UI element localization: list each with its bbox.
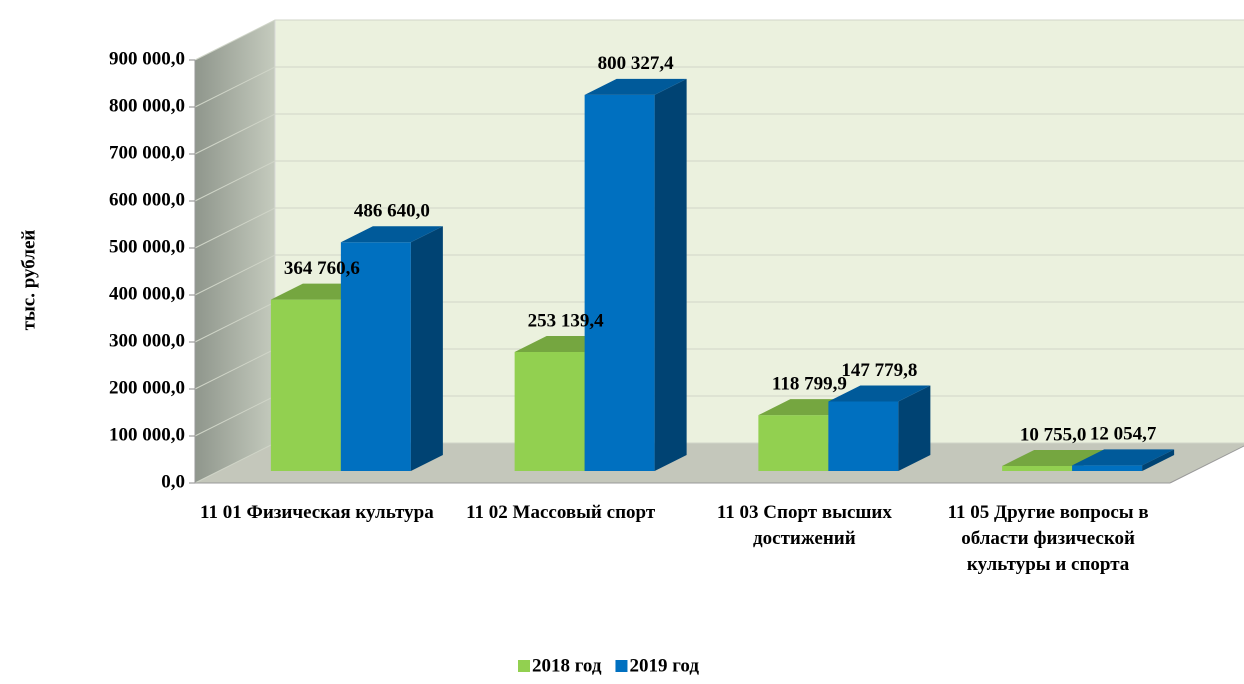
bar-side — [1142, 449, 1175, 471]
bar-top — [584, 78, 687, 95]
value-label: 147 779,8 — [841, 360, 917, 381]
legend-label: 2018 год — [532, 655, 602, 676]
y-tick-label: 800 000,0 — [109, 95, 185, 116]
legend-label: 2019 год — [629, 655, 699, 676]
value-label: 486 640,0 — [354, 201, 430, 222]
bar-top — [1002, 449, 1105, 466]
x-tick-label: 11 05 Другие вопросы в области физическо… — [947, 502, 1149, 575]
y-tick-label: 900 000,0 — [109, 48, 185, 69]
grid-line — [194, 207, 1244, 249]
x-tick-label: 11 01 Физическая культура — [200, 502, 434, 523]
bar-side — [898, 385, 931, 471]
grid-line — [194, 160, 1244, 202]
bar — [828, 385, 931, 471]
floor-edge — [1169, 445, 1244, 484]
side-wall — [195, 20, 275, 483]
bar-front — [1002, 465, 1073, 471]
value-label: 118 799,9 — [772, 374, 847, 395]
floor — [195, 443, 1244, 483]
y-tick-label: 0,0 — [161, 471, 185, 492]
value-label: 10 755,0 — [1020, 424, 1087, 445]
bar-side — [410, 226, 443, 471]
y-tick-label: 100 000,0 — [109, 424, 185, 445]
bar-side — [654, 78, 687, 471]
grid-line — [194, 113, 1244, 155]
y-tick-label: 600 000,0 — [109, 189, 185, 210]
bar — [1072, 449, 1175, 471]
x-tick-label-box: 11 02 Массовый спорт — [466, 502, 656, 523]
bar-front — [584, 94, 655, 471]
x-tick-label: 11 02 Массовый спорт — [466, 502, 656, 523]
y-tick-label: 200 000,0 — [109, 377, 185, 398]
grid-line — [194, 19, 1244, 61]
value-label: 800 327,4 — [598, 53, 675, 74]
bar-front — [758, 415, 829, 471]
bar — [584, 78, 687, 471]
bar-top — [1072, 449, 1175, 466]
bar-front — [1072, 465, 1143, 471]
bar-front — [270, 299, 341, 471]
legend-swatch — [518, 660, 530, 672]
value-label: 364 760,6 — [284, 258, 360, 279]
bar-front — [514, 352, 585, 471]
value-label: 12 054,7 — [1090, 424, 1157, 445]
grid-line — [194, 66, 1244, 108]
y-tick-label: 400 000,0 — [109, 283, 185, 304]
x-tick-label: 11 03 Спорт высших достижений — [716, 502, 892, 549]
value-label: 253 139,4 — [528, 310, 605, 331]
y-tick-label: 300 000,0 — [109, 330, 185, 351]
y-tick-label: 700 000,0 — [109, 142, 185, 163]
bar-front — [340, 242, 411, 471]
x-tick-label-box: 11 03 Спорт высших достижений — [716, 502, 892, 549]
legend-swatch — [615, 660, 628, 672]
y-axis-label: тыс. рублей — [18, 230, 39, 331]
bar-top — [340, 226, 443, 243]
bar — [340, 226, 443, 471]
bar-top — [828, 385, 931, 402]
x-tick-label-box: 11 01 Физическая культура — [200, 502, 434, 523]
bar-front — [828, 401, 899, 471]
x-tick-label-box: 11 05 Другие вопросы в области физическо… — [947, 502, 1149, 575]
y-tick-label: 500 000,0 — [109, 236, 185, 257]
grid-line — [194, 254, 1244, 296]
